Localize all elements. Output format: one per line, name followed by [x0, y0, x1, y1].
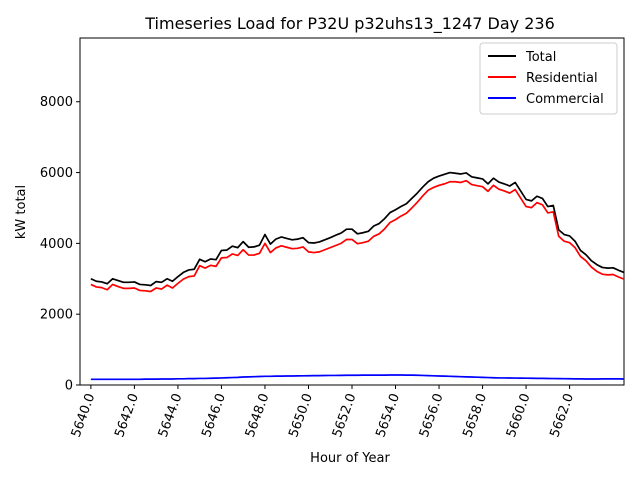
y-tick-label: 0 — [65, 379, 73, 394]
legend-box — [479, 42, 618, 115]
legend-label-commercial: Commercial — [526, 92, 604, 107]
series-line-total — [90, 171, 625, 287]
legend-label-total: Total — [525, 50, 556, 65]
y-axis-label: kW total — [14, 185, 29, 239]
chart-title: Timeseries Load for P32U p32uhs13_1247 D… — [144, 14, 555, 34]
legend: Total Residential Commercial — [479, 42, 618, 115]
y-tick-label: 4000 — [40, 237, 73, 252]
y-tick-label: 6000 — [40, 166, 73, 181]
legend-label-residential: Residential — [526, 71, 598, 86]
y-tick-label: 8000 — [40, 95, 73, 110]
y-axis: 0 2000 4000 6000 8000 — [40, 95, 80, 394]
series-layer — [90, 171, 625, 381]
y-tick-label: 2000 — [40, 308, 73, 323]
series-line-residential — [90, 179, 625, 293]
series-line-commercial — [90, 374, 625, 381]
x-axis-label: Hour of Year — [310, 451, 390, 466]
